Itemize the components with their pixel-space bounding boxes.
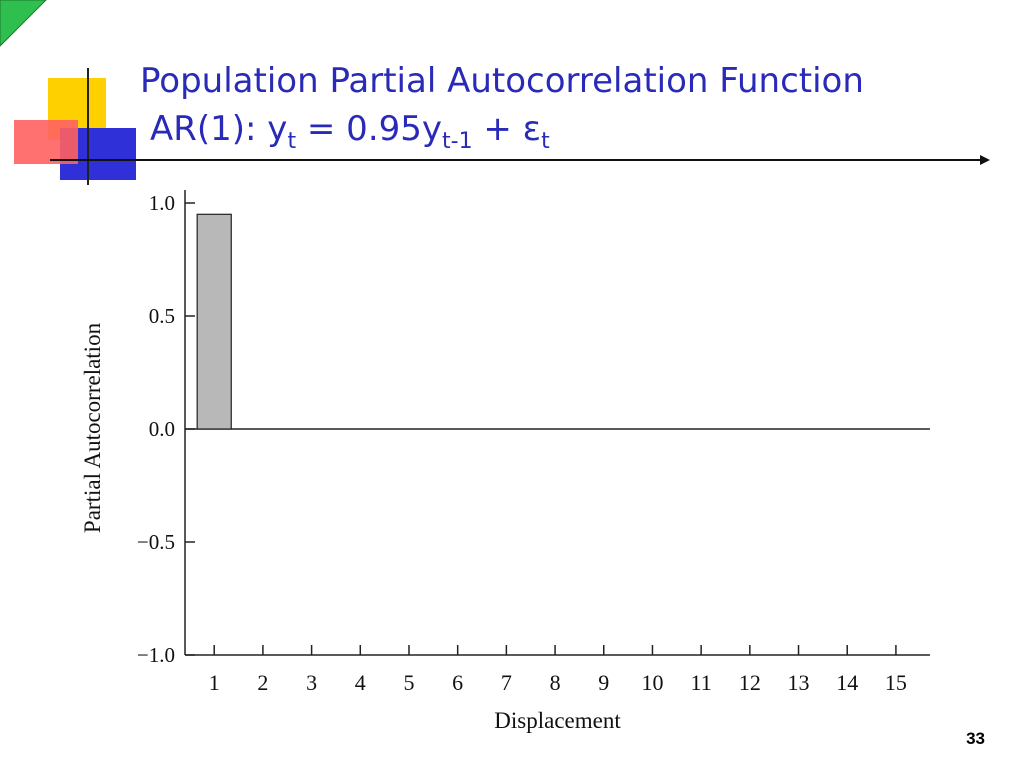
x-tick-label: 7 [501,670,512,695]
y-axis-label: Partial Autocorrelation [80,322,105,533]
x-axis-label: Displacement [494,708,621,733]
x-tick-label: 1 [209,670,220,695]
x-tick-label: 5 [403,670,414,695]
subtitle-part: AR(1): y [150,109,287,149]
subtitle-part: t [541,129,550,154]
x-tick-label: 10 [641,670,663,695]
y-tick-label: 1.0 [149,191,175,215]
x-tick-label: 4 [355,670,366,695]
x-tick-label: 3 [306,670,317,695]
bar [196,213,232,430]
x-tick-label: 15 [885,670,907,695]
x-tick-label: 6 [452,670,463,695]
deco-red [14,120,78,164]
x-tick-label: 14 [836,670,858,695]
slide-subtitle: AR(1): yt = 0.95yt-1 + εt [150,109,550,154]
subtitle-part: t [287,129,296,154]
subtitle-part: = 0.95y [296,109,442,149]
x-tick-label: 8 [550,670,561,695]
y-tick-label: 0.5 [149,304,175,328]
plot: −1.0−0.50.00.51.01 2 3 4 5 6 7 8 9 10 11 12 13 14 15Di… [80,190,930,733]
rule-arrow [980,155,990,165]
x-tick-label: 12 [739,670,761,695]
subtitle-part: t-1 [442,129,473,154]
y-tick-label: −1.0 [137,643,175,667]
y-tick-label: −0.5 [137,530,175,554]
slide-title: Population Partial Autocorrelation Funct… [140,61,864,101]
x-tick-label: 13 [788,670,810,695]
page-number: 33 [966,729,985,748]
x-tick-label: 2 [257,670,268,695]
corner-triangle [0,0,47,47]
y-tick-label: 0.0 [149,417,175,441]
x-tick-label: 9 [598,670,609,695]
subtitle-part: + ε [473,109,541,149]
x-tick-label: 11 [691,670,712,695]
